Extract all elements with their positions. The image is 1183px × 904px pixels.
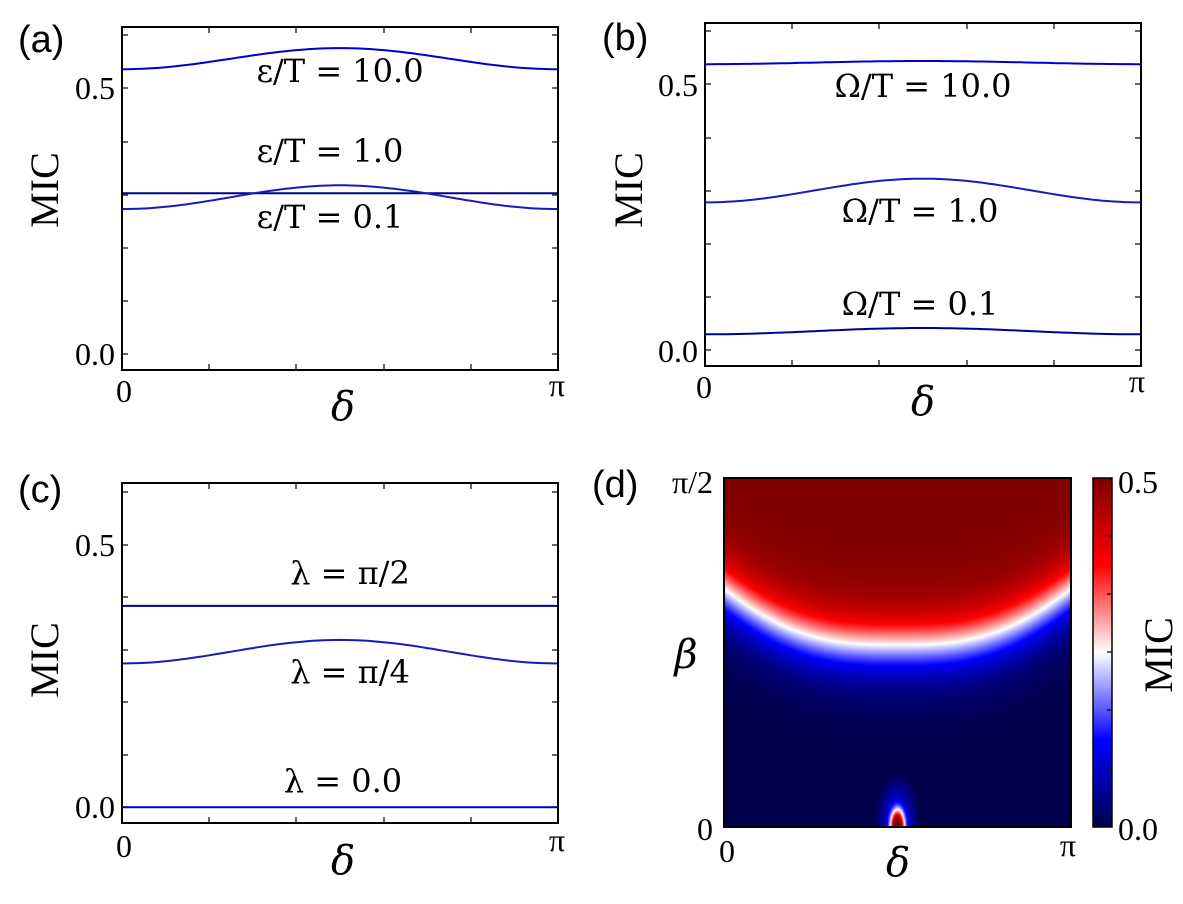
panel-a-ylabel: MIC	[22, 152, 67, 228]
panel-b-ylabel: MIC	[606, 152, 651, 228]
panel-d-ytick-pi-2: π/2	[672, 464, 713, 500]
panel-d-heatmap-container	[724, 478, 1071, 827]
panel-a: (a) 0.5 0.0 0 π δ MIC ε/T = 10.0 ε/T =	[18, 19, 565, 430]
panel-a-series-eps-0.1	[122, 184, 558, 211]
panel-d-frame	[723, 477, 1072, 828]
panel-c-xtick-pi: π	[549, 822, 565, 858]
panel-c-ytick-0.5: 0.5	[75, 527, 115, 563]
panel-c: (c) 0.5 0.0 0 π δ MIC λ = π/2 λ = π/4	[18, 469, 565, 884]
panel-b: (b) 0.5 0.0 0 π δ MIC Ω/T = 10.0 Ω/T =	[602, 17, 1145, 425]
panel-b-xlabel: δ	[911, 379, 935, 425]
panel-c-xlabel: δ	[331, 838, 355, 884]
panel-d-xlabel: δ	[886, 840, 910, 886]
panel-c-label: (c)	[18, 469, 62, 511]
panel-a-xtick-0: 0	[116, 373, 132, 409]
panel-b-series-omega-1	[705, 177, 1141, 204]
panel-d: (d) π/2 0 0 π δ β 0.5 0.0 MIC	[592, 464, 1181, 886]
panel-c-label-lambda-0: λ = 0.0	[284, 762, 402, 800]
panel-d-xtick-0: 0	[719, 833, 735, 869]
panel-c-label-lambda-pi-2: λ = π/2	[290, 554, 410, 592]
panel-b-xtick-0: 0	[696, 369, 712, 405]
panel-a-frame	[121, 26, 559, 371]
panel-b-label-omega-1: Ω/T = 1.0	[842, 192, 999, 230]
panel-a-xlabel: δ	[331, 384, 355, 430]
panel-b-label: (b)	[602, 17, 648, 59]
panel-b-ytick-0.5: 0.5	[658, 67, 698, 103]
panel-d-colorbar-label: MIC	[1136, 617, 1181, 693]
panel-d-label: (d)	[592, 464, 638, 506]
panel-a-label-eps-1: ε/T = 1.0	[257, 132, 404, 170]
panel-c-ylabel: MIC	[22, 622, 67, 698]
panel-b-xtick-pi: π	[1129, 363, 1145, 399]
panel-b-series-omega-0.1	[705, 327, 1141, 336]
panel-b-series-omega-10	[705, 60, 1141, 66]
panel-d-colorbar-max: 0.5	[1118, 464, 1158, 500]
panel-c-frame	[121, 482, 559, 824]
panel-a-ytick-0.5: 0.5	[75, 70, 115, 106]
panel-d-colorbar-min: 0.0	[1118, 811, 1158, 847]
panel-a-series-eps-10	[122, 47, 558, 71]
panel-a-xtick-pi: π	[549, 367, 565, 403]
panel-d-ylabel: β	[672, 632, 697, 678]
panel-c-label-lambda-pi-4: λ = π/4	[290, 653, 410, 691]
panel-b-ytick-0.0: 0.0	[658, 333, 698, 369]
panel-c-xtick-0: 0	[116, 828, 132, 864]
panel-a-label-eps-10: ε/T = 10.0	[256, 52, 423, 90]
panel-c-ytick-0.0: 0.0	[75, 789, 115, 825]
panel-b-label-omega-10: Ω/T = 10.0	[834, 67, 1011, 105]
panel-d-xtick-pi: π	[1060, 827, 1076, 863]
panel-a-label: (a)	[18, 19, 64, 61]
panel-b-frame	[704, 22, 1142, 367]
panel-d-ytick-0: 0	[697, 811, 713, 847]
panel-c-series-lambda-pi-4	[122, 638, 558, 665]
panel-d-heatmap	[724, 478, 1071, 827]
panel-a-ytick-0.0: 0.0	[75, 336, 115, 372]
panel-d-colorbar-ticks	[1107, 535, 1112, 769]
panel-a-label-eps-0.1: ε/T = 0.1	[257, 198, 404, 236]
panel-b-label-omega-0.1: Ω/T = 0.1	[842, 285, 999, 323]
